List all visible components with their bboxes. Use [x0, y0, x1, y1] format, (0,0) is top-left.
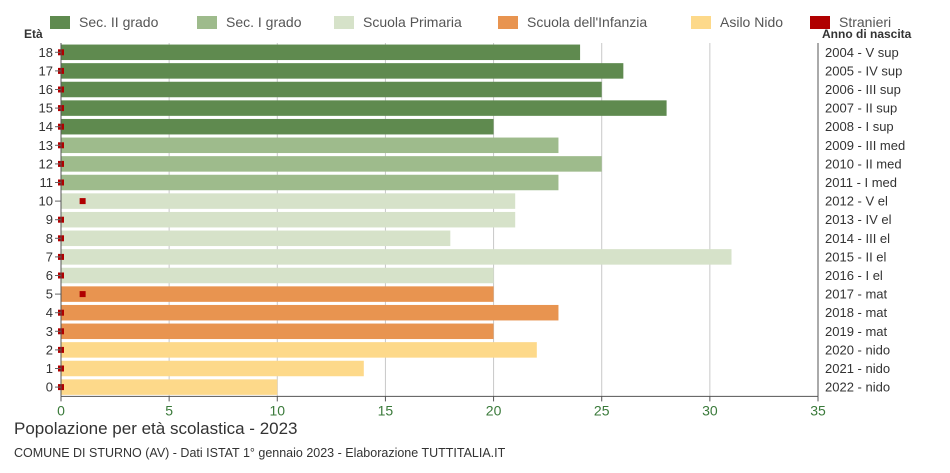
birth-year-label: 2020 - nido [825, 342, 890, 357]
birth-year-label: 2016 - I el [825, 268, 883, 283]
legend-item: Sec. II grado [50, 12, 158, 32]
chart-subtitle: COMUNE DI STURNO (AV) - Dati ISTAT 1° ge… [14, 446, 506, 460]
birth-year-label: 2021 - nido [825, 361, 890, 376]
bar [61, 118, 494, 135]
bar [61, 193, 516, 209]
x-tick-label: 0 [57, 402, 65, 418]
age-label: 7 [46, 249, 53, 264]
birth-year-label: 2011 - I med [825, 175, 897, 190]
legend-item: Stranieri [810, 12, 891, 32]
legend-label: Asilo Nido [720, 14, 784, 30]
bar [61, 249, 732, 265]
legend-item: Asilo Nido [691, 12, 783, 32]
age-label: 5 [46, 287, 53, 302]
birth-year-label: 2007 - II sup [825, 101, 897, 116]
age-label: 1 [46, 361, 53, 376]
age-label: 6 [46, 268, 53, 283]
birth-year-label: 2017 - mat [825, 287, 888, 302]
age-label: 14 [39, 119, 53, 134]
legend-label: Scuola Primaria [363, 14, 462, 30]
legend-label: Sec. II grado [79, 14, 159, 30]
bar [61, 100, 667, 116]
age-label: 0 [46, 380, 53, 395]
x-tick-label: 35 [810, 402, 826, 418]
legend-label: Sec. I grado [226, 14, 302, 30]
x-tick-label: 30 [702, 402, 718, 418]
foreign-marker [79, 291, 86, 298]
legend-item: Scuola dell'Infanzia [498, 12, 647, 32]
birth-year-label: 2018 - mat [825, 305, 888, 320]
birth-year-label: 2010 - II med [825, 156, 902, 171]
birth-year-label: 2019 - mat [825, 324, 888, 339]
birth-year-label: 2004 - V sup [825, 45, 899, 60]
birth-year-label: 2022 - nido [825, 380, 890, 395]
age-label: 18 [39, 45, 53, 60]
birth-year-label: 2005 - IV sup [825, 63, 902, 78]
legend-swatch [50, 15, 70, 29]
bar [61, 44, 581, 61]
age-label: 16 [39, 82, 53, 97]
legend-swatch [334, 15, 354, 29]
bar [61, 267, 494, 284]
birth-year-label: 2008 - I sup [825, 119, 894, 134]
age-label: 13 [39, 138, 53, 153]
legend-item: Sec. I grado [197, 12, 302, 32]
bar [61, 137, 559, 154]
bar [61, 63, 624, 79]
age-label: 11 [40, 175, 54, 190]
legend-swatch [691, 15, 711, 29]
legend-swatch [498, 15, 518, 29]
x-tick-label: 20 [486, 402, 502, 418]
chart-title: Popolazione per età scolastica - 2023 [14, 419, 298, 438]
x-tick-label: 25 [594, 402, 610, 418]
age-label: 3 [46, 324, 53, 339]
age-axis-header: Età [24, 27, 43, 41]
legend-item: Scuola Primaria [334, 12, 462, 32]
x-tick-label: 15 [378, 402, 394, 418]
bar [61, 323, 494, 340]
x-tick-label: 5 [165, 402, 173, 418]
age-label: 8 [46, 231, 53, 246]
birth-year-label: 2015 - II el [825, 249, 887, 264]
birth-year-label: 2009 - III med [825, 138, 905, 153]
birth-year-label: 2014 - III el [825, 231, 890, 246]
bar [61, 174, 559, 191]
birth-year-label: 2006 - III sup [825, 82, 901, 97]
age-label: 15 [39, 101, 53, 116]
x-tick-label: 10 [269, 402, 285, 418]
bar [61, 304, 559, 321]
bar [61, 342, 537, 358]
age-label: 12 [39, 156, 53, 171]
bar [61, 81, 602, 98]
foreign-marker [79, 198, 86, 205]
legend-label: Stranieri [839, 14, 892, 30]
bar [61, 360, 364, 377]
bar [61, 230, 451, 247]
legend: Sec. II grado Sec. I grado Scuola Primaria… [0, 12, 950, 32]
bar [61, 379, 278, 395]
age-label: 17 [39, 63, 53, 78]
age-label: 10 [39, 194, 53, 209]
birth-year-label: 2013 - IV el [825, 212, 892, 227]
bar [61, 211, 516, 228]
bar [61, 286, 494, 302]
age-label: 2 [46, 342, 53, 357]
birth-year-label: 2012 - V el [825, 194, 888, 209]
age-label: 9 [46, 212, 53, 227]
age-label: 4 [46, 305, 53, 320]
legend-swatch [810, 15, 830, 29]
legend-label: Scuola dell'Infanzia [527, 14, 648, 30]
legend-swatch [197, 15, 217, 29]
birth-year-axis-header: Anno di nascita [822, 27, 912, 41]
bar [61, 156, 602, 172]
